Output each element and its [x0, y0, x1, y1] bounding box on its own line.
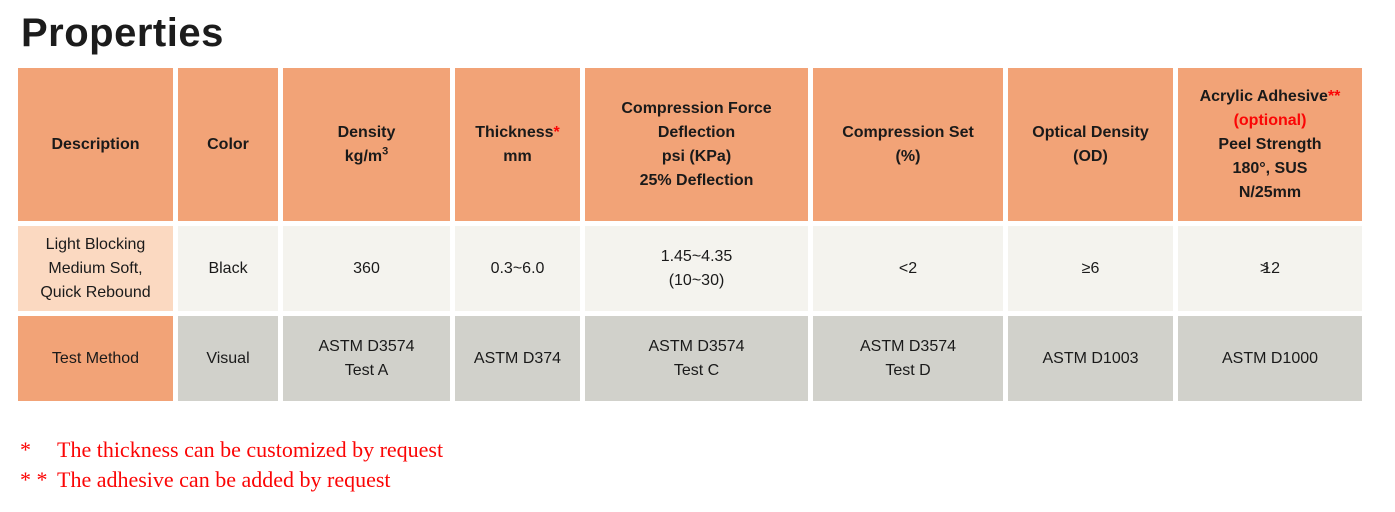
header-color: Color — [178, 68, 278, 221]
header-cfd-label: Compression Force Deflection psi (KPa) 2… — [621, 99, 772, 189]
cell-test-method-label: Test Method — [18, 316, 173, 401]
header-optical-density: Optical Density (OD) — [1008, 68, 1173, 221]
footnote-adhesive: * * The adhesive can be added by request — [20, 465, 1395, 495]
header-acrylic-details: Peel Strength 180°, SUS N/25mm — [1218, 135, 1322, 201]
cell-cfd-value: 1.45~4.35 (10~30) — [585, 226, 808, 311]
cell-test-peel: ASTM D1000 — [1178, 316, 1362, 401]
header-compression-force-deflection: Compression Force Deflection psi (KPa) 2… — [585, 68, 808, 221]
header-description: Description — [18, 68, 173, 221]
header-thickness: Thickness* mm — [455, 68, 580, 221]
footnote-adhesive-marker: * * — [20, 466, 48, 492]
header-density-unit: kg/m3 — [344, 145, 389, 165]
footnote-thickness-text: The thickness can be customized by reque… — [57, 437, 444, 462]
cell-compression-set-value: <2 — [813, 226, 1003, 311]
adhesive-optional-marker: ** — [1327, 87, 1341, 105]
footnote-thickness-marker: * — [20, 437, 31, 462]
peel-number: 12 — [1262, 259, 1281, 277]
density-superscript: 3 — [382, 145, 389, 158]
cell-test-compression-set: ASTM D3574 Test D — [813, 316, 1003, 401]
cell-test-color: Visual — [178, 316, 278, 401]
header-color-label: Color — [207, 135, 249, 153]
footnotes: * The thickness can be customized by req… — [20, 435, 1395, 495]
header-acrylic-adhesive: Acrylic Adhesive** (optional) Peel Stren… — [1178, 68, 1362, 221]
properties-table: Description Color Density kg/m3 Thicknes… — [18, 68, 1362, 401]
cell-test-cfd: ASTM D3574 Test C — [585, 316, 808, 401]
header-optical-density-label: Optical Density (OD) — [1032, 123, 1149, 165]
header-thickness-unit: mm — [503, 147, 532, 165]
header-acrylic-title: Acrylic Adhesive** — [1199, 87, 1341, 105]
cell-test-thickness: ASTM D374 — [455, 316, 580, 401]
header-thickness-title: Thickness* — [475, 123, 560, 141]
header-compression-set-label: Compression Set (%) — [842, 123, 974, 165]
cell-description-value: Light Blocking Medium Soft, Quick Reboun… — [18, 226, 173, 311]
peel-greater-symbol: > — [1259, 259, 1270, 277]
cell-thickness-value: 0.3~6.0 — [455, 226, 580, 311]
header-density: Density kg/m3 — [283, 68, 450, 221]
header-description-label: Description — [51, 135, 140, 153]
cell-density-value: 360 — [283, 226, 450, 311]
header-acrylic-optional: (optional) — [1233, 111, 1307, 129]
cell-peel-strength-value: >12 — [1178, 226, 1362, 311]
header-compression-set: Compression Set (%) — [813, 68, 1003, 221]
cell-test-optical-density: ASTM D1003 — [1008, 316, 1173, 401]
thickness-required-marker: * — [553, 123, 560, 141]
footnote-adhesive-text: The adhesive can be added by request — [57, 466, 391, 492]
cell-optical-density-value: ≥6 — [1008, 226, 1173, 311]
header-density-title: Density — [337, 123, 396, 141]
page-title: Properties — [21, 11, 224, 55]
footnote-thickness: * The thickness can be customized by req… — [20, 435, 1395, 465]
cell-test-density: ASTM D3574 Test A — [283, 316, 450, 401]
cell-color-value: Black — [178, 226, 278, 311]
